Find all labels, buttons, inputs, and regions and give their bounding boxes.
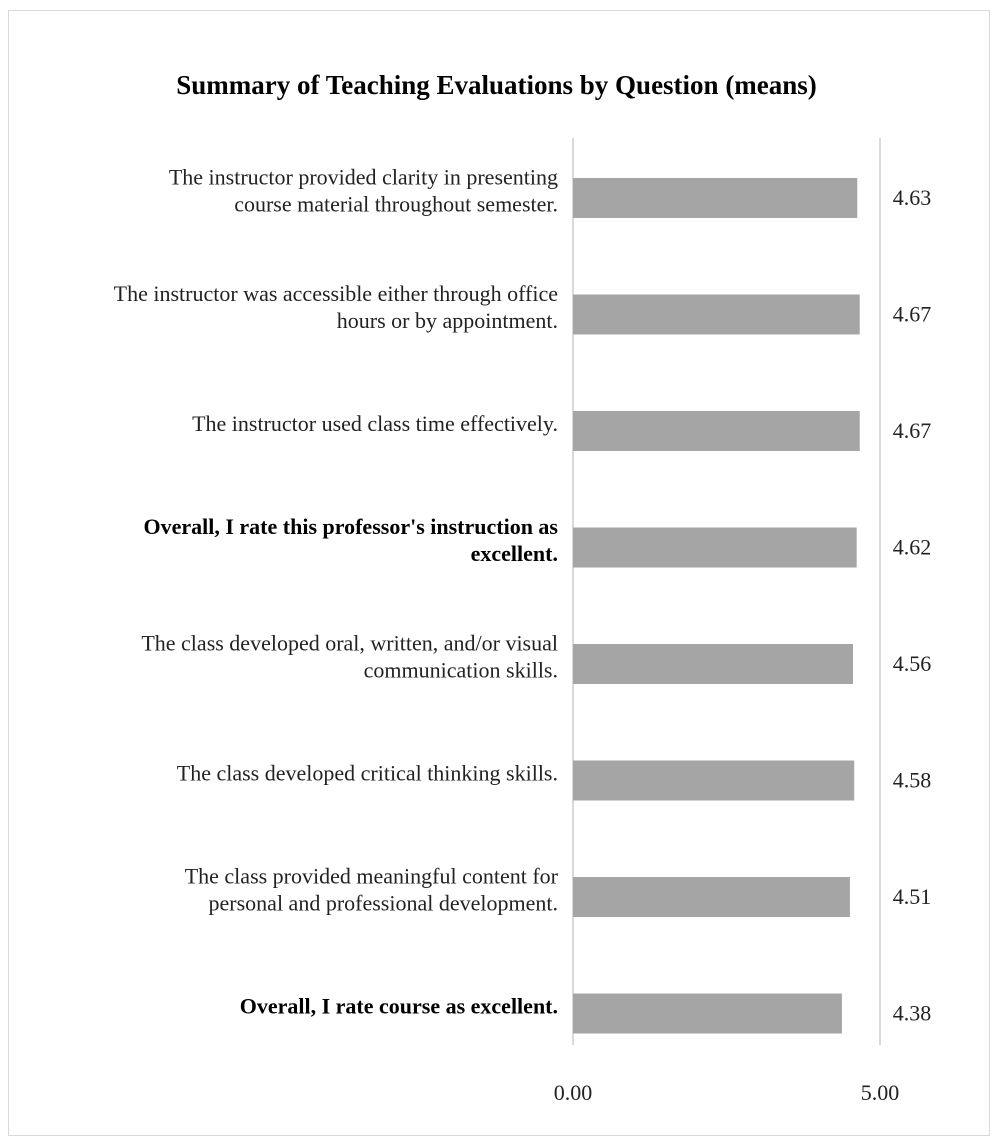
data-label: 4.51 [893, 884, 932, 909]
bar [573, 877, 850, 917]
bar [573, 644, 853, 684]
bar [573, 527, 857, 568]
category-label: excellent. [471, 541, 558, 566]
category-label: Overall, I rate course as excellent. [240, 994, 558, 1019]
x-tick-label: 0.00 [554, 1080, 593, 1105]
bar [573, 178, 858, 218]
category-label: personal and professional development. [209, 891, 558, 916]
category-label: The instructor was accessible either thr… [114, 281, 558, 306]
data-label: 4.38 [893, 1001, 932, 1026]
category-label: The class provided meaningful content fo… [185, 864, 559, 889]
data-label: 4.62 [893, 535, 932, 560]
x-tick-label: 5.00 [861, 1080, 900, 1105]
data-label: 4.56 [893, 651, 932, 676]
data-label: 4.67 [893, 418, 932, 443]
chart-title: Summary of Teaching Evaluations by Quest… [176, 70, 817, 100]
category-label: The instructor provided clarity in prese… [169, 165, 558, 190]
category-label: hours or by appointment. [337, 308, 558, 333]
bar [573, 760, 855, 801]
category-label: The instructor used class time effective… [192, 411, 558, 436]
category-label: course material throughout semester. [234, 192, 558, 217]
data-label: 4.63 [893, 185, 932, 210]
category-label: The class developed oral, written, and/o… [141, 631, 558, 656]
category-label: communication skills. [364, 658, 558, 683]
bar [573, 411, 860, 451]
data-label: 4.58 [893, 768, 932, 793]
category-label: Overall, I rate this professor's instruc… [143, 514, 558, 539]
data-label: 4.67 [893, 302, 932, 327]
bar [573, 993, 842, 1034]
bar [573, 294, 860, 335]
category-label: The class developed critical thinking sk… [177, 761, 558, 786]
